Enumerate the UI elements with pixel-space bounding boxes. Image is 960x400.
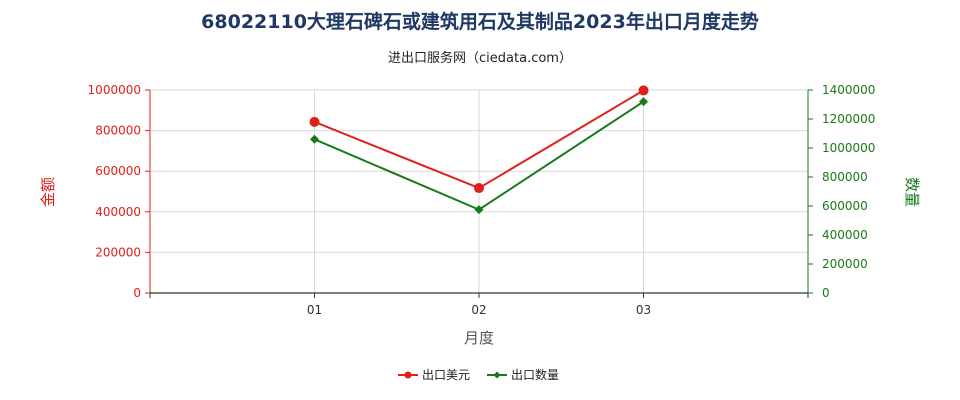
right-tick-label: 800000 — [822, 170, 868, 184]
legend-label-2: 出口数量 — [511, 367, 559, 382]
legend-marker-1 — [404, 371, 412, 379]
x-tick-label: 03 — [636, 303, 651, 317]
data-point-2 — [474, 205, 484, 215]
right-tick-label: 0 — [822, 286, 830, 300]
chart-subtitle: 进出口服务网（ciedata.com） — [388, 50, 572, 66]
tick-labels: 0 200000 400000 600000 800000 1000000 0 200000 4… — [88, 83, 876, 317]
left-tick-label: 400000 — [95, 205, 141, 219]
left-tick-label: 1000000 — [88, 83, 141, 97]
legend-label-1: 出口美元 — [422, 368, 470, 382]
data-point-1 — [474, 183, 484, 194]
x-tick-label: 02 — [471, 303, 486, 317]
data-point-1 — [638, 85, 649, 96]
right-tick-label: 1200000 — [822, 112, 875, 126]
x-axis-label: 月度 — [464, 329, 494, 347]
right-axis-label: 数量 — [903, 177, 921, 207]
chart-title: 68022110大理石碑石或建筑用石及其制品2023年出口月度走势 — [201, 10, 759, 33]
legend-marker-2 — [493, 371, 501, 379]
data-point-1 — [309, 116, 320, 127]
left-tick-label: 800000 — [95, 124, 141, 138]
x-tick-label: 01 — [307, 303, 322, 317]
left-tick-label: 600000 — [95, 164, 141, 178]
left-axis-label: 金额 — [39, 177, 57, 207]
data-point-2 — [310, 134, 319, 144]
legend: 出口美元 出口数量 — [398, 367, 559, 382]
series — [309, 85, 649, 215]
axes — [145, 89, 813, 298]
left-tick-label: 0 — [133, 286, 141, 300]
left-tick-label: 200000 — [95, 245, 141, 259]
right-tick-label: 1400000 — [822, 83, 875, 97]
right-tick-label: 600000 — [822, 199, 868, 213]
data-point-2 — [639, 97, 648, 107]
right-tick-label: 400000 — [822, 228, 868, 242]
right-tick-label: 200000 — [822, 257, 868, 271]
right-tick-label: 1000000 — [822, 141, 875, 155]
